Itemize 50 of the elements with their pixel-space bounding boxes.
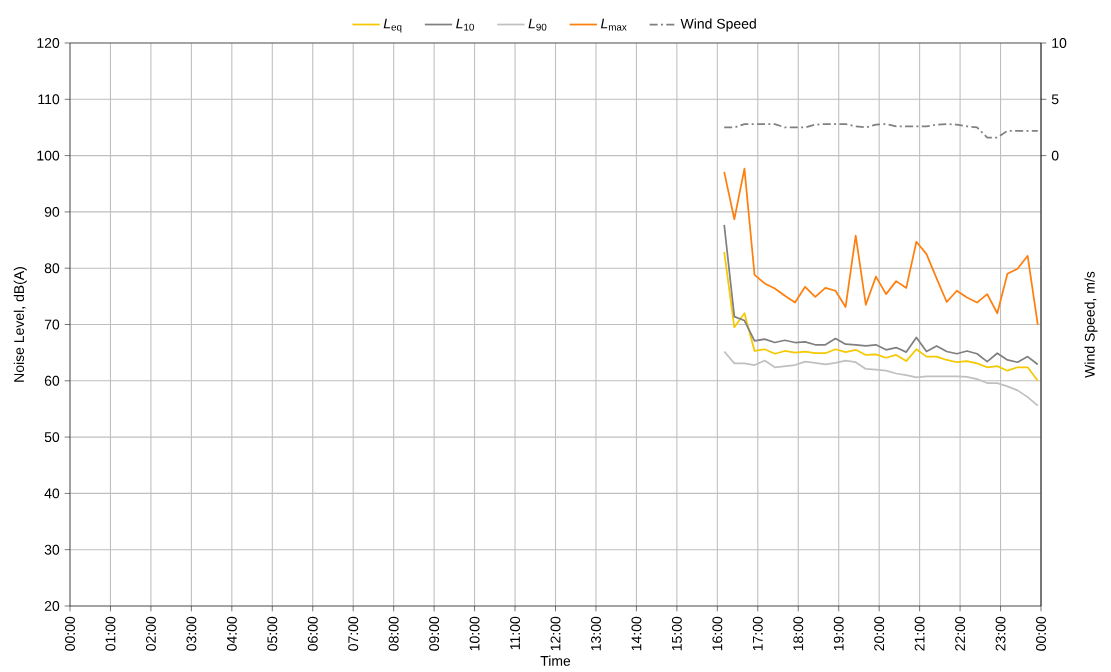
y2-tick-label: 0: [1051, 150, 1059, 161]
x-tick-label: 05:00: [267, 616, 278, 651]
x-tick-label: 11:00: [510, 616, 521, 650]
x-tick-label: 12:00: [550, 616, 561, 651]
x-tick-label: 21:00: [914, 616, 925, 651]
y2-axis-title: Wind Speed, m/s: [1084, 271, 1098, 378]
y-axis-title: Noise Level, dB(A): [13, 267, 27, 382]
x-tick-label: 04:00: [226, 616, 237, 651]
x-tick-label: 20:00: [874, 616, 885, 651]
legend-label: L$_{eq}$: [383, 18, 402, 33]
x-tick-label: 00:00: [65, 616, 75, 651]
x-tick-label: 23:00: [995, 616, 1006, 651]
y-tick-label: 100: [37, 150, 60, 161]
y-tick-label: 60: [44, 375, 60, 386]
x-tick-label: 19:00: [833, 616, 844, 651]
x-tick-label: 01:00: [105, 616, 116, 651]
x-tick-label: 13:00: [591, 616, 601, 651]
x-tick-label: 09:00: [429, 616, 440, 651]
x-tick-label: 16:00: [712, 616, 723, 651]
y-tick-label: 90: [44, 206, 60, 217]
y-tick-label: 110: [38, 94, 60, 105]
y-tick-label: 40: [44, 488, 60, 499]
y2-tick-label: 5: [1051, 94, 1059, 105]
legend-label: L$_{10}$: [456, 18, 474, 31]
y-tick-label: 50: [44, 432, 60, 443]
y2-tick-label: 10: [1052, 38, 1067, 48]
x-axis-title: Time: [540, 655, 571, 666]
x-tick-label: 00:00: [1036, 616, 1046, 651]
y-tick-label: 70: [44, 319, 60, 330]
x-tick-label: 10:00: [469, 616, 480, 651]
line-series: [723, 223, 1039, 366]
legend-label: L$_{max}$: [600, 18, 627, 31]
x-tick-label: 03:00: [186, 616, 197, 651]
x-tick-label: 22:00: [955, 616, 966, 651]
x-tick-label: 15:00: [671, 616, 682, 651]
legend-label: Wind Speed: [680, 18, 756, 32]
y-tick-label: 30: [44, 544, 60, 555]
line-series: [723, 167, 1039, 326]
legend-label: L$_{90}$: [528, 18, 547, 31]
y-tick-label: 120: [37, 38, 60, 48]
x-tick-label: 02:00: [145, 616, 156, 651]
x-tick-label: 14:00: [631, 616, 642, 651]
x-tick-label: 17:00: [752, 616, 763, 651]
y-tick-label: 20: [44, 601, 60, 611]
x-tick-label: 06:00: [307, 616, 318, 651]
y-tick-label: 80: [44, 263, 60, 274]
line-series: [723, 251, 1039, 382]
x-tick-label: 07:00: [348, 616, 359, 651]
x-tick-label: 18:00: [793, 616, 804, 651]
x-tick-label: 08:00: [388, 616, 399, 651]
